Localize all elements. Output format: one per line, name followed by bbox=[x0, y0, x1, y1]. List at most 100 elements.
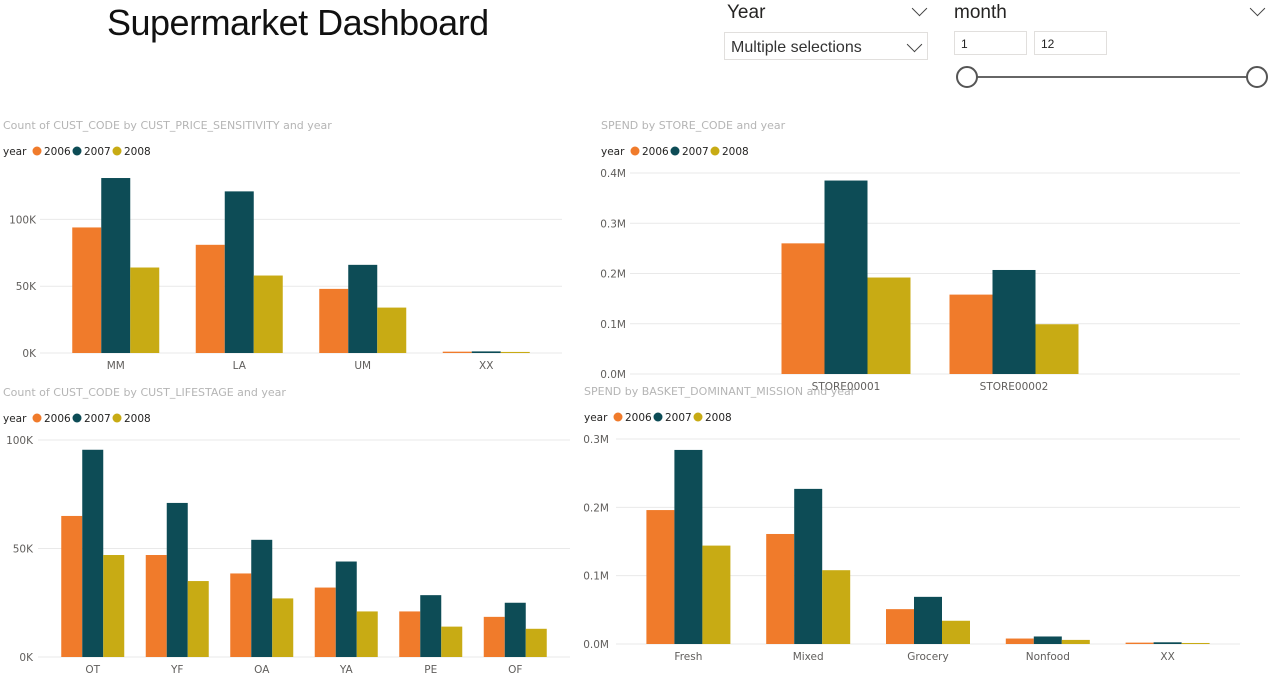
year-dropdown-value: Multiple selections bbox=[731, 39, 862, 56]
bar[interactable] bbox=[886, 609, 914, 644]
bar[interactable] bbox=[822, 570, 851, 644]
y-tick-label: 0.0M bbox=[600, 369, 626, 381]
bar[interactable] bbox=[949, 294, 993, 374]
bar[interactable] bbox=[187, 581, 209, 657]
bar[interactable] bbox=[646, 510, 675, 644]
bar[interactable] bbox=[103, 555, 125, 657]
y-tick-label: 0.4M bbox=[600, 168, 626, 180]
bar[interactable] bbox=[335, 561, 357, 657]
bar[interactable] bbox=[500, 351, 530, 353]
bar[interactable] bbox=[992, 269, 1036, 374]
bar[interactable] bbox=[166, 502, 188, 657]
legend-marker bbox=[32, 413, 42, 423]
chart-title: Count of CUST_CODE by CUST_PRICE_SENSITI… bbox=[3, 119, 332, 132]
legend-entry[interactable]: 2006 bbox=[44, 413, 71, 425]
bar[interactable] bbox=[130, 267, 160, 353]
legend-entry[interactable]: 2008 bbox=[124, 146, 151, 158]
bar[interactable] bbox=[348, 264, 378, 353]
bar[interactable] bbox=[441, 626, 463, 657]
legend-entry[interactable]: 2007 bbox=[665, 412, 692, 424]
chart-lifestage[interactable]: Count of CUST_CODE by CUST_LIFESTAGE and… bbox=[0, 380, 578, 678]
legend-marker bbox=[112, 413, 122, 423]
month-slider-max-handle[interactable] bbox=[1246, 66, 1268, 88]
bar[interactable] bbox=[781, 243, 825, 374]
x-category-label: UM bbox=[354, 360, 371, 372]
chart-basket-mission[interactable]: SPEND by BASKET_DOMINANT_MISSION and yea… bbox=[580, 378, 1260, 678]
bar[interactable] bbox=[195, 244, 225, 353]
bar[interactable] bbox=[377, 307, 407, 353]
bar[interactable] bbox=[471, 351, 501, 353]
bar[interactable] bbox=[914, 596, 942, 644]
bar[interactable] bbox=[942, 620, 970, 644]
x-category-label: OF bbox=[508, 664, 522, 674]
bar[interactable] bbox=[1033, 636, 1062, 644]
legend-title: year bbox=[601, 146, 625, 158]
chart-store-code[interactable]: SPEND by STORE_CODE and year year 2006 2007… bbox=[580, 112, 1250, 396]
bar[interactable] bbox=[824, 180, 868, 374]
bar[interactable] bbox=[319, 288, 349, 353]
bar[interactable] bbox=[314, 587, 336, 657]
y-tick-label: 0K bbox=[22, 348, 37, 360]
bar[interactable] bbox=[1005, 638, 1034, 644]
bar[interactable] bbox=[1125, 642, 1154, 644]
legend-marker bbox=[112, 146, 122, 156]
bar[interactable] bbox=[356, 611, 378, 657]
x-category-label: PE bbox=[424, 664, 437, 674]
legend-entry[interactable]: 2008 bbox=[705, 412, 732, 424]
month-slicer-chevron-icon[interactable] bbox=[1249, 0, 1266, 17]
bar[interactable] bbox=[1181, 642, 1210, 644]
month-slider-track[interactable] bbox=[968, 76, 1258, 78]
bar[interactable] bbox=[867, 277, 911, 374]
legend-entry[interactable]: 2006 bbox=[642, 146, 669, 158]
year-slicer-chevron-icon[interactable] bbox=[911, 0, 928, 17]
bar[interactable] bbox=[399, 611, 421, 657]
y-tick-label: 50K bbox=[16, 281, 37, 293]
legend-entry[interactable]: 2007 bbox=[682, 146, 709, 158]
legend-entry[interactable]: 2008 bbox=[722, 146, 749, 158]
legend-entry[interactable]: 2006 bbox=[625, 412, 652, 424]
y-tick-label: 100K bbox=[6, 435, 34, 447]
legend-entry[interactable]: 2007 bbox=[84, 146, 111, 158]
x-category-label: MM bbox=[107, 360, 125, 372]
month-max-input[interactable]: 12 bbox=[1034, 31, 1107, 55]
bar[interactable] bbox=[794, 488, 823, 644]
year-slicer-label: Year bbox=[727, 2, 766, 23]
legend-marker bbox=[72, 146, 82, 156]
bar[interactable] bbox=[230, 573, 252, 657]
y-tick-label: 0.1M bbox=[583, 571, 609, 583]
x-category-label: Nonfood bbox=[1026, 651, 1070, 663]
bar[interactable] bbox=[442, 351, 472, 353]
year-dropdown[interactable]: Multiple selections bbox=[724, 32, 928, 60]
bar[interactable] bbox=[1061, 639, 1090, 644]
bar[interactable] bbox=[1153, 642, 1182, 644]
bar[interactable] bbox=[483, 616, 505, 657]
y-tick-label: 0K bbox=[19, 652, 34, 664]
bar[interactable] bbox=[674, 449, 703, 644]
bar[interactable] bbox=[82, 449, 104, 657]
month-slider-min-handle[interactable] bbox=[956, 66, 978, 88]
bar[interactable] bbox=[766, 533, 795, 644]
bar[interactable] bbox=[272, 598, 294, 657]
legend-entry[interactable]: 2007 bbox=[84, 413, 111, 425]
x-category-label: OA bbox=[254, 664, 270, 674]
bar[interactable] bbox=[224, 191, 254, 353]
bar[interactable] bbox=[101, 178, 131, 353]
bar[interactable] bbox=[525, 628, 547, 657]
bar[interactable] bbox=[420, 595, 442, 657]
bar[interactable] bbox=[1035, 324, 1079, 374]
bar[interactable] bbox=[504, 602, 526, 657]
bar[interactable] bbox=[61, 515, 83, 657]
bar[interactable] bbox=[253, 275, 283, 353]
chart-price-sensitivity[interactable]: Count of CUST_CODE by CUST_PRICE_SENSITI… bbox=[0, 112, 570, 378]
y-tick-label: 50K bbox=[13, 544, 34, 556]
bar[interactable] bbox=[251, 539, 273, 657]
month-min-input[interactable]: 1 bbox=[954, 31, 1027, 55]
legend-entry[interactable]: 2006 bbox=[44, 146, 71, 158]
bar[interactable] bbox=[702, 545, 731, 644]
bar[interactable] bbox=[72, 227, 102, 353]
legend-entry[interactable]: 2008 bbox=[124, 413, 151, 425]
month-slicer-label: month bbox=[954, 2, 1007, 23]
bar[interactable] bbox=[145, 555, 167, 657]
x-category-label: Grocery bbox=[907, 651, 948, 663]
legend-marker bbox=[670, 146, 680, 156]
